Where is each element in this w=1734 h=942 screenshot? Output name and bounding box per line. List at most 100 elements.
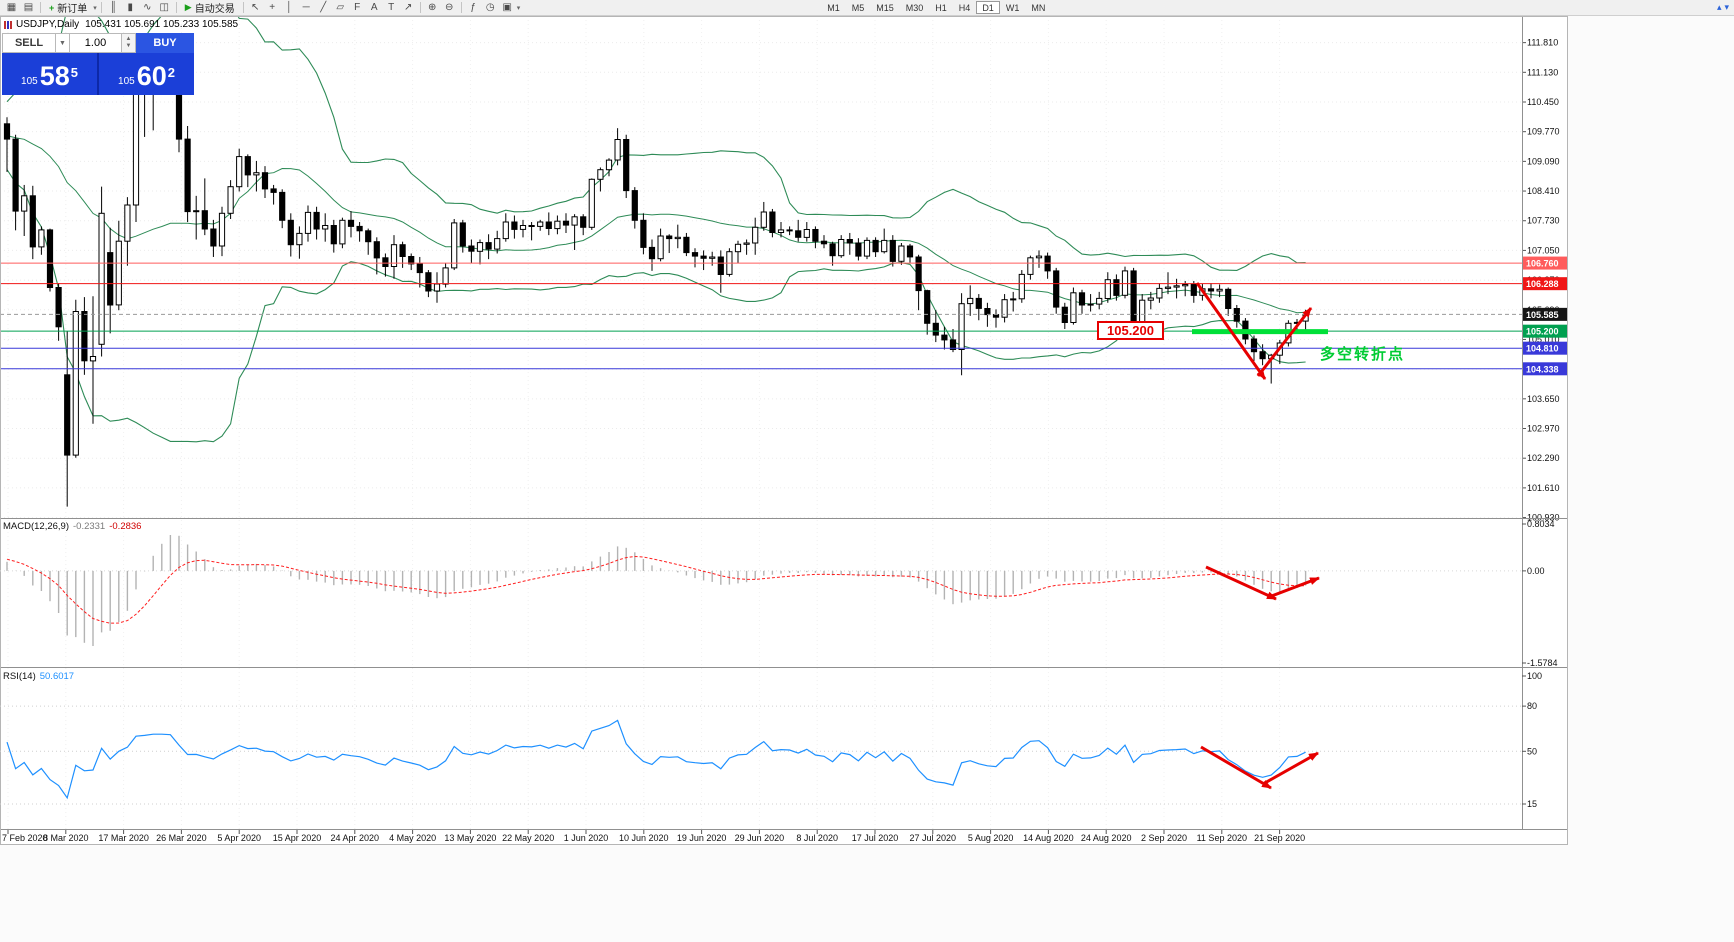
volume-input[interactable]: 1.00 [70, 33, 122, 53]
scroll-down-icon[interactable]: ▾ [1724, 2, 1729, 12]
chart-profiles-icon[interactable]: ▤ [23, 1, 34, 13]
trend-arrow-macd[interactable] [1268, 576, 1320, 599]
chart-icon [4, 20, 12, 29]
ohlc-values: 105.431 105.691 105.233 105.585 [85, 19, 239, 30]
auto-trading-button[interactable]: ▶ 自动交易 [180, 1, 240, 15]
sell-price-button[interactable]: 105 58 5 [2, 53, 97, 95]
volume-stepper[interactable]: ▲ ▼ [122, 33, 136, 53]
vertical-line-icon[interactable]: │ [286, 1, 293, 13]
equidistant-channel-icon[interactable]: ▱ [336, 1, 345, 13]
turning-point-text[interactable]: 多空转折点 [1320, 346, 1406, 363]
hline-price-tag: 104.338 [1522, 362, 1568, 376]
price-scale-label: 107.050 [1527, 245, 1560, 255]
timeframe-h1-button[interactable]: H1 [935, 3, 947, 13]
toolbar-separator [175, 2, 177, 13]
price-scale-label: 111.130 [1527, 67, 1558, 77]
hline-price-tag: 104.810 [1522, 341, 1568, 355]
trend-arrow-main[interactable] [1195, 282, 1267, 380]
trendline-icon[interactable]: ╱ [320, 1, 327, 13]
cursor-icon[interactable]: ↖ [251, 1, 260, 13]
toolbar-separator [40, 2, 41, 13]
crosshair-icon[interactable]: + [269, 1, 276, 13]
price-scale-label: 102.290 [1527, 453, 1560, 463]
svg-text:104.810: 104.810 [1526, 344, 1559, 354]
price-scale-label: 110.450 [1527, 97, 1559, 107]
dropdown-caret-icon[interactable]: ▾ [516, 4, 521, 12]
text-label-icon[interactable]: T [388, 1, 395, 13]
ask-prefix: 105 [118, 76, 135, 87]
order-type-dropdown-icon[interactable]: ▼ [56, 33, 70, 53]
tile-windows-icon[interactable]: ◫ [159, 1, 169, 13]
volume-up-icon[interactable]: ▲ [125, 36, 132, 42]
horizontal-line-icon[interactable]: ─ [302, 1, 310, 13]
chart-window[interactable]: 7 Feb 2020 8 Mar 2020 17 Mar 2020 26 Mar 20… [0, 16, 1568, 845]
support-price-label[interactable]: 105.200 [1097, 321, 1164, 340]
symbol-period-label: USDJPY,Daily [16, 19, 80, 30]
text-icon[interactable]: A [370, 1, 378, 13]
trend-arrow-rsi[interactable] [1262, 751, 1319, 786]
date-label: 27 Jul 2020 [910, 833, 957, 843]
arrows-icon[interactable]: ↗ [404, 1, 413, 13]
rsi-scale-label: 15 [1527, 799, 1537, 809]
toolbar: ▦ ▤ + 新订单 ▾ ║ ▮ ∿ ◫ ▶ 自动交易 ↖ + │ ─ ╱ ▱ F A T ↗ ⊕ ⊖ ƒ ◷ ▣ ▾ M1 M5 M15 M… [0, 0, 1734, 16]
volume-down-icon[interactable]: ▼ [125, 43, 132, 49]
date-label: 13 May 2020 [444, 833, 496, 843]
one-click-trading-panel: SELL ▼ 1.00 ▲ ▼ BUY 105 58 5 105 60 2 [2, 33, 194, 95]
trend-arrow-main[interactable] [1256, 307, 1313, 377]
sell-button[interactable]: SELL [2, 33, 56, 53]
bid-big-digits: 58 [39, 61, 70, 91]
timeframe-m30-button[interactable]: M30 [905, 3, 924, 13]
date-label: 17 Jul 2020 [852, 833, 899, 843]
timeframe-m5-button[interactable]: M5 [851, 3, 865, 13]
trend-arrow-rsi[interactable] [1200, 745, 1272, 790]
date-label: 24 Apr 2020 [331, 833, 380, 843]
scroll-up-icon[interactable]: ▴ [1716, 2, 1722, 12]
bollinger-upper-band [6, 16, 1306, 271]
date-label: 29 Jun 2020 [735, 833, 785, 843]
line-chart-icon[interactable]: ∿ [143, 1, 152, 13]
toolbar-separator [419, 2, 421, 13]
buy-price-button[interactable]: 105 60 2 [99, 53, 194, 95]
fibonacci-icon[interactable]: F [354, 1, 361, 13]
timeframe-m1-button[interactable]: M1 [827, 3, 840, 13]
rsi-value: 50.6017 [39, 671, 75, 682]
ask-pip-digit: 2 [167, 65, 175, 80]
timeframe-w1-button[interactable]: W1 [1005, 3, 1020, 13]
date-label: 2 Sep 2020 [1141, 833, 1187, 843]
zoom-out-icon[interactable]: ⊖ [445, 1, 454, 13]
toolbar-separator [242, 2, 244, 13]
zoom-in-icon[interactable]: ⊕ [428, 1, 437, 13]
indicators-icon[interactable]: ƒ [470, 1, 476, 13]
trend-arrow-macd[interactable] [1205, 565, 1277, 601]
new-chart-icon[interactable]: ▦ [6, 1, 17, 13]
templates-icon[interactable]: ▣ [502, 1, 512, 13]
toolbar-separator [100, 2, 102, 13]
main-pane [3, 16, 1309, 507]
date-label: 14 Aug 2020 [1023, 833, 1074, 843]
svg-text:105.585: 105.585 [1526, 310, 1559, 320]
date-label: 22 May 2020 [502, 833, 554, 843]
macd-main-value: -0.2331 [73, 521, 106, 532]
price-divider [97, 53, 99, 95]
bar-chart-icon[interactable]: ║ [109, 1, 117, 13]
date-label: 15 Apr 2020 [273, 833, 322, 843]
timeframe-mn-button[interactable]: MN [1031, 3, 1046, 13]
hline-price-tag: 106.760 [1522, 256, 1568, 270]
date-label: 1 Jun 2020 [564, 833, 609, 843]
date-label: 5 Aug 2020 [968, 833, 1014, 843]
candlestick-chart-icon[interactable]: ▮ [127, 1, 134, 13]
macd-indicator-label: MACD(12,26,9) -0.2331 -0.2836 [3, 521, 142, 532]
periods-icon[interactable]: ◷ [485, 1, 495, 13]
timeframe-m15-button[interactable]: M15 [876, 3, 894, 13]
rsi-scale-label: 50 [1527, 746, 1537, 756]
price-scale-label: 101.610 [1527, 483, 1560, 493]
date-label: 10 Jun 2020 [619, 833, 669, 843]
timeframe-d1-button[interactable]: D1 [976, 1, 1000, 14]
svg-text:104.338: 104.338 [1526, 364, 1559, 374]
auto-trading-icon: ▶ [184, 2, 192, 12]
buy-button[interactable]: BUY [136, 33, 194, 53]
new-order-button[interactable]: + 新订单 [44, 1, 92, 16]
dropdown-caret-icon[interactable]: ▾ [93, 4, 97, 12]
timeframe-h4-button[interactable]: H4 [958, 3, 971, 13]
